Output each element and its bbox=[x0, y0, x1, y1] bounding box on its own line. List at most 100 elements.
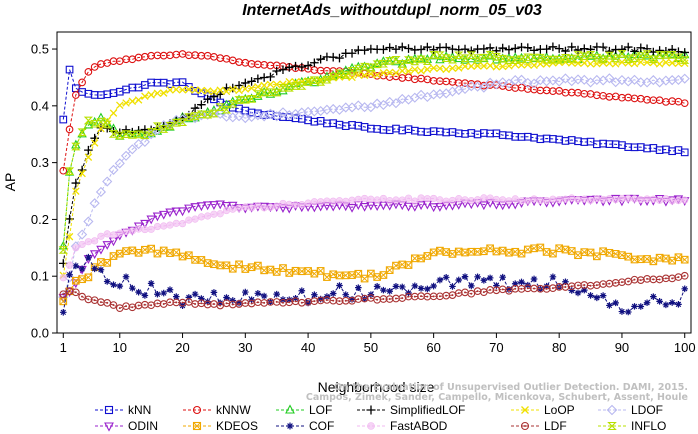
data-point bbox=[71, 276, 80, 285]
data-point bbox=[586, 248, 595, 257]
data-point bbox=[416, 45, 426, 54]
series-line bbox=[62, 256, 686, 313]
data-point bbox=[328, 103, 339, 115]
data-point bbox=[171, 207, 181, 217]
data-point bbox=[667, 49, 677, 58]
data-point bbox=[567, 247, 576, 255]
data-point bbox=[585, 51, 596, 59]
data-point bbox=[77, 229, 88, 240]
data-point bbox=[680, 255, 689, 264]
data-point bbox=[141, 300, 149, 309]
data-point bbox=[234, 96, 244, 104]
data-point bbox=[617, 50, 627, 58]
data-point bbox=[486, 274, 494, 282]
data-point bbox=[91, 237, 99, 245]
data-point bbox=[543, 196, 551, 205]
data-point bbox=[122, 227, 130, 236]
x-tick-label: 40 bbox=[301, 340, 315, 355]
data-point bbox=[304, 267, 312, 275]
data-point bbox=[141, 292, 149, 299]
data-point bbox=[158, 210, 169, 220]
data-point bbox=[254, 290, 262, 297]
data-point bbox=[535, 75, 546, 86]
data-point bbox=[379, 271, 388, 279]
legend-marker bbox=[606, 404, 618, 416]
data-point bbox=[493, 282, 500, 289]
data-point bbox=[78, 240, 86, 249]
data-point bbox=[555, 244, 564, 253]
data-point bbox=[467, 247, 476, 256]
data-point bbox=[605, 195, 613, 203]
data-point bbox=[97, 232, 105, 240]
data-point bbox=[209, 201, 219, 210]
data-point bbox=[442, 291, 451, 300]
data-point bbox=[586, 60, 595, 68]
data-point bbox=[310, 269, 319, 278]
data-point bbox=[416, 89, 427, 100]
data-point bbox=[624, 308, 632, 316]
data-point bbox=[271, 111, 282, 122]
data-point bbox=[461, 288, 469, 297]
legend-item-ldof: LDOF bbox=[598, 403, 663, 417]
data-point bbox=[77, 128, 87, 138]
data-point bbox=[579, 52, 589, 61]
legend-label: LDF bbox=[544, 419, 567, 433]
data-point bbox=[461, 196, 469, 204]
data-point bbox=[290, 82, 301, 90]
data-point bbox=[272, 66, 282, 76]
data-point bbox=[580, 286, 588, 294]
data-point bbox=[579, 44, 589, 53]
data-point bbox=[354, 71, 363, 79]
data-point bbox=[291, 201, 300, 209]
data-point bbox=[404, 261, 413, 269]
data-point bbox=[624, 195, 632, 203]
data-point bbox=[391, 44, 401, 54]
legend-label: FastABOD bbox=[390, 419, 448, 433]
data-point bbox=[372, 202, 382, 212]
data-point bbox=[115, 249, 124, 258]
data-point bbox=[198, 295, 205, 302]
data-point bbox=[277, 107, 289, 118]
legend-label: LoOP bbox=[544, 403, 575, 417]
data-point bbox=[480, 194, 488, 202]
data-point bbox=[398, 283, 406, 291]
data-point bbox=[110, 281, 117, 289]
data-point bbox=[435, 51, 445, 60]
data-point bbox=[436, 64, 444, 73]
data-point bbox=[323, 197, 331, 205]
data-point bbox=[71, 91, 80, 99]
data-point bbox=[598, 55, 608, 64]
data-point bbox=[649, 257, 658, 266]
data-point bbox=[141, 92, 149, 100]
data-point bbox=[284, 63, 294, 72]
data-point bbox=[260, 81, 268, 90]
data-point bbox=[316, 267, 325, 275]
legend-label: ODIN bbox=[128, 419, 158, 433]
data-point bbox=[679, 73, 690, 84]
data-point bbox=[455, 276, 463, 284]
data-point bbox=[592, 252, 601, 261]
series-line bbox=[62, 61, 685, 276]
data-point bbox=[637, 58, 645, 66]
data-point bbox=[102, 120, 112, 129]
series-line bbox=[62, 53, 685, 250]
data-point bbox=[554, 55, 564, 64]
data-point bbox=[197, 213, 205, 221]
data-point bbox=[359, 202, 370, 212]
data-point bbox=[680, 48, 690, 57]
data-point bbox=[128, 97, 137, 106]
data-point bbox=[643, 299, 651, 307]
data-point bbox=[492, 195, 501, 204]
legend-item-simplifiedlof: SimplifiedLOF bbox=[357, 403, 465, 417]
data-point bbox=[530, 275, 538, 283]
data-point bbox=[373, 196, 381, 204]
data-point bbox=[129, 284, 136, 292]
data-point bbox=[323, 273, 331, 281]
data-point bbox=[141, 225, 149, 234]
data-point bbox=[298, 201, 306, 209]
data-point bbox=[391, 55, 401, 64]
data-point bbox=[392, 283, 400, 290]
data-point bbox=[637, 196, 645, 204]
data-point bbox=[153, 222, 162, 231]
data-point bbox=[260, 292, 268, 300]
